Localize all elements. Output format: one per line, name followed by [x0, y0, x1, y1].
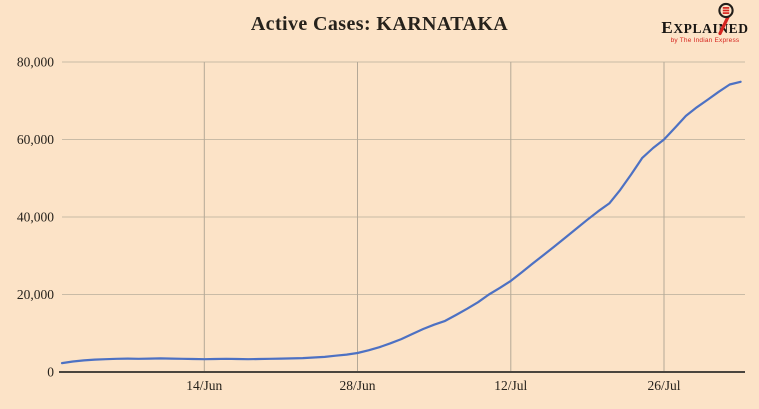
x-tick-label: 28/Jun [339, 378, 375, 393]
y-tick-label: 40,000 [17, 210, 54, 225]
magnifier-icon [718, 2, 734, 36]
y-tick-label: 0 [47, 365, 54, 380]
x-tick-label: 26/Jul [647, 378, 680, 393]
y-tick-label: 60,000 [17, 132, 54, 147]
active-cases-line [60, 80, 742, 365]
logo-wordmark: EXPLAINED [661, 18, 749, 37]
y-tick-label: 80,000 [17, 55, 54, 70]
logo-tagline: by The Indian Express [670, 37, 740, 44]
x-tick-label: 12/Jul [494, 378, 527, 393]
chart-title: Active Cases: KARNATAKA [250, 13, 509, 35]
publisher-logo: EXPLAINED by The Indian Express [657, 2, 753, 45]
y-tick-label: 20,000 [17, 287, 54, 302]
x-tick-label: 14/Jun [186, 378, 222, 393]
